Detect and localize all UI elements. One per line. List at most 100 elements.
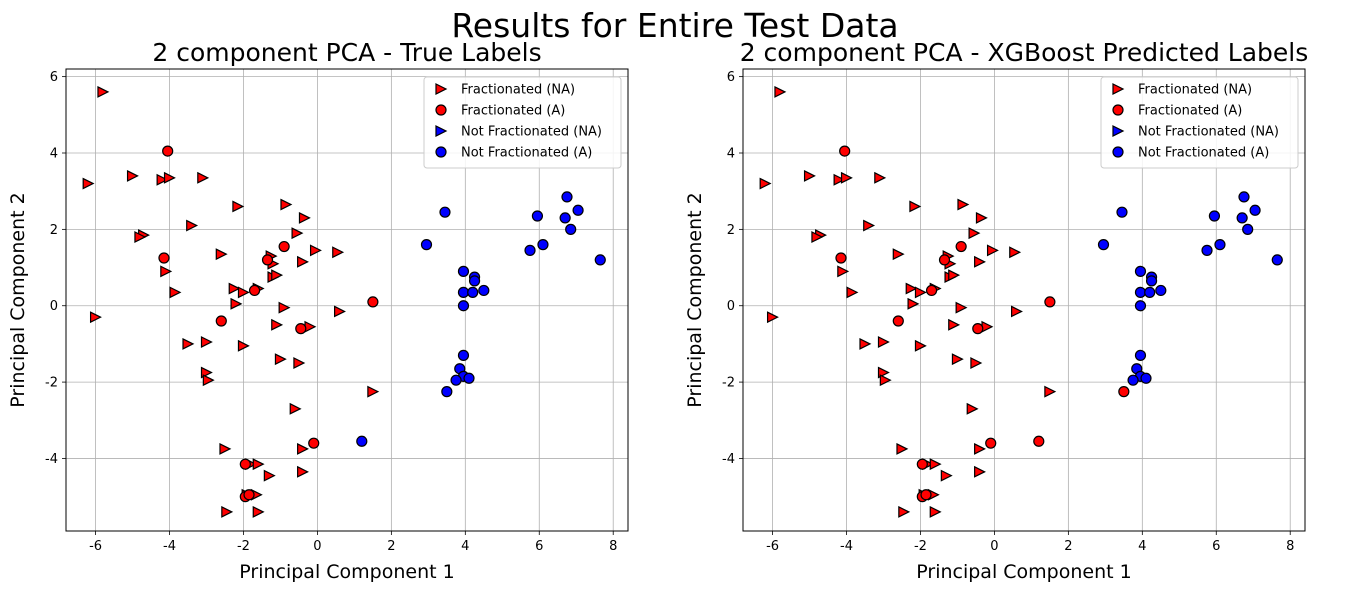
x-tick-label: 0 — [990, 539, 998, 554]
x-tick-label: -4 — [163, 539, 176, 554]
scatter-point-circle — [1118, 386, 1130, 398]
scatter-point-triangle — [97, 85, 110, 98]
series-1 — [82, 85, 380, 518]
scatter-point-triangle — [974, 465, 986, 478]
scatter-point-triangle — [332, 246, 345, 259]
scatter-point-triangle — [163, 171, 176, 184]
scatter-point-circle — [450, 374, 462, 386]
scatter-point-triangle — [981, 320, 994, 333]
scatter-point-triangle — [1009, 246, 1022, 259]
series-2 — [835, 145, 1130, 503]
x-tick-label: 6 — [535, 539, 543, 554]
scatter-point-triangle — [297, 442, 309, 455]
scatter-point-circle — [457, 300, 470, 312]
legend-marker-circle — [1112, 104, 1124, 116]
scatter-point-triangle — [874, 171, 887, 184]
scatter-point-circle — [925, 284, 938, 297]
scatter-point-triangle — [863, 219, 876, 232]
scatter-point-triangle — [898, 505, 911, 518]
scatter-point-triangle — [134, 231, 147, 243]
legend-marker-circle — [435, 146, 447, 158]
scatter-point-triangle — [367, 385, 380, 398]
scatter-point-circle — [955, 240, 967, 253]
scatter-point-circle — [1271, 254, 1283, 266]
y-tick-label: 2 — [50, 223, 58, 238]
scatter-point-circle — [1033, 435, 1045, 447]
scatter-point-triangle — [200, 336, 213, 348]
scatter-point-circle — [559, 212, 571, 224]
scatter-point-circle — [467, 286, 479, 298]
x-axis-label: Principal Component 1 — [916, 561, 1131, 583]
scatter-point-triangle — [232, 200, 245, 213]
scatter-point-circle — [1140, 372, 1152, 384]
series-4 — [1097, 191, 1283, 386]
scatter-point-circle — [572, 204, 584, 216]
y-axis-label: Principal Component 2 — [684, 192, 706, 407]
legend-label: Not Fractionated (NA) — [461, 125, 602, 140]
y-tick-label: 4 — [727, 147, 735, 162]
scatter-point-triangle — [859, 337, 872, 350]
y-tick-label: -4 — [722, 452, 735, 467]
scatter-point-triangle — [334, 305, 346, 318]
scatter-point-triangle — [293, 357, 306, 369]
scatter-point-triangle — [877, 336, 890, 348]
scatter-point-circle — [261, 254, 274, 266]
scatter-point-circle — [1214, 239, 1226, 251]
scatter-point-triangle — [914, 339, 927, 352]
scatter-point-triangle — [975, 211, 988, 224]
scatter-point-triangle — [892, 248, 905, 261]
scatter-point-triangle — [803, 169, 816, 182]
scatter-point-triangle — [297, 465, 309, 478]
x-tick-label: -4 — [840, 539, 853, 554]
scatter-point-circle — [441, 386, 453, 398]
scatter-point-triangle — [89, 311, 102, 324]
scatter-point-circle — [367, 296, 379, 308]
scatter-point-triangle — [274, 353, 287, 366]
legend-label: Fractionated (NA) — [461, 83, 575, 98]
scatter-point-circle — [1097, 239, 1110, 251]
scatter-point-circle — [839, 145, 851, 157]
scatter-point-circle — [215, 315, 227, 327]
scatter-point-triangle — [202, 374, 215, 387]
scatter-point-circle — [1249, 204, 1261, 216]
scatter-point-triangle — [186, 219, 199, 232]
scatter-point-circle — [308, 437, 320, 449]
scatter-point-circle — [1208, 210, 1221, 222]
scatter-point-circle — [1145, 275, 1158, 287]
scatter-point-triangle — [230, 297, 243, 310]
scatter-point-circle — [248, 284, 261, 297]
panel-2: 2 component PCA - XGBoost Predicted Labe… — [684, 38, 1308, 583]
scatter-point-circle — [295, 323, 307, 335]
panel-1: 2 component PCA - True Labels -6 -4 -2 0 2 4 6 8… — [7, 38, 629, 583]
scatter-point-triangle — [228, 282, 241, 295]
scatter-point-circle — [243, 489, 255, 501]
legend-label: Not Fractionated (A) — [1138, 146, 1269, 161]
scatter-point-triangle — [974, 442, 986, 455]
legend-label: Fractionated (A) — [461, 104, 565, 119]
x-axis-label: Principal Component 1 — [239, 561, 454, 583]
scatter-point-circle — [985, 437, 997, 449]
scatter-point-circle — [1236, 212, 1248, 224]
scatter-point-triangle — [955, 301, 968, 314]
scatter-point-triangle — [215, 248, 228, 261]
y-tick-label: 4 — [50, 147, 58, 162]
scatter-point-triangle — [759, 177, 772, 190]
legend-box — [1100, 76, 1299, 169]
x-tick-label: 8 — [609, 539, 617, 554]
scatter-point-triangle — [940, 469, 953, 482]
scatter-point-circle — [1144, 286, 1156, 298]
series-1 — [759, 85, 1057, 518]
scatter-point-triangle — [929, 505, 942, 518]
x-tick-label: 4 — [461, 539, 469, 554]
y-tick-label: 6 — [727, 70, 735, 85]
scatter-point-circle — [920, 489, 932, 501]
scatter-point-triangle — [1044, 385, 1057, 398]
x-tick-label: 8 — [1286, 539, 1294, 554]
scatter-point-triangle — [126, 169, 139, 182]
scatter-point-triangle — [914, 286, 927, 299]
scatter-point-triangle — [957, 198, 970, 211]
scatter-point-triangle — [197, 171, 210, 184]
scatter-point-circle — [561, 191, 573, 203]
scatter-point-triangle — [291, 227, 304, 240]
